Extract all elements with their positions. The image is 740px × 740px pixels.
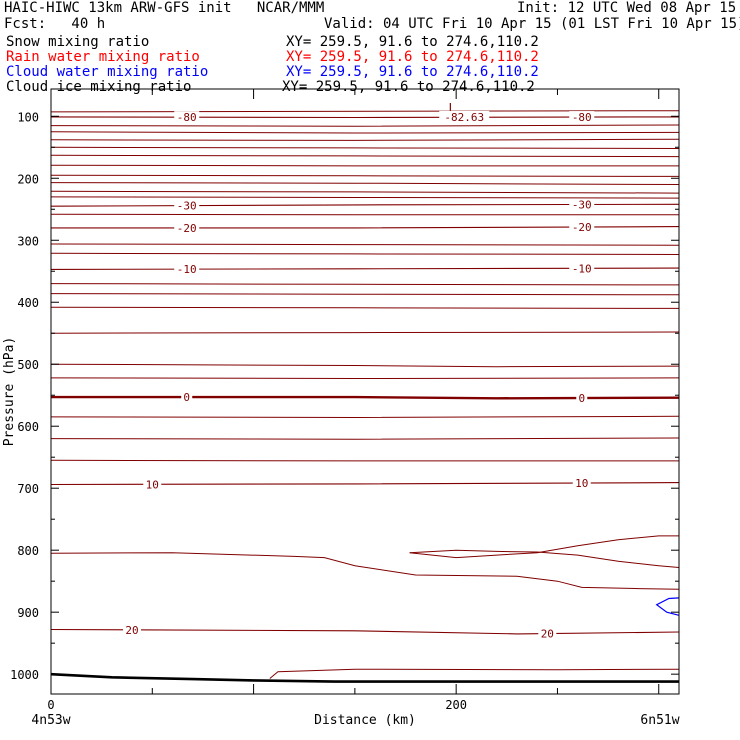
contour-line xyxy=(50,131,680,134)
field-label-cloud-water: Cloud water mixing ratio xyxy=(6,64,209,80)
isotherm-label: 20 xyxy=(125,624,138,637)
terrain-line xyxy=(50,672,679,683)
isotherm-label-bg xyxy=(143,478,162,491)
isotherm-label-bg xyxy=(569,220,595,233)
contour-line xyxy=(50,124,680,127)
contour-line xyxy=(50,182,680,185)
isotherm-label: 0 xyxy=(578,392,585,405)
contour-line xyxy=(50,164,679,167)
isotherm-label-bg xyxy=(569,262,595,275)
isotherm-label: -30 xyxy=(177,200,197,213)
isotherm-label-bg xyxy=(174,263,200,276)
field-label-rain: Rain water mixing ratio xyxy=(6,49,200,65)
field-label-cloud-ice: Cloud ice mixing ratio xyxy=(6,79,192,95)
contour-line xyxy=(50,437,680,440)
chart-labels: -80 -80 -30 -30 -20 -20 -10 -10 0 0 10 10 20 20 L-82.6… xyxy=(123,101,595,641)
contour-line xyxy=(50,190,680,194)
y-tick-label: 700 xyxy=(17,482,39,496)
isotherm-label-bg xyxy=(569,111,595,124)
contour-line xyxy=(409,549,680,568)
contour-line xyxy=(50,243,680,246)
cloud-water-contour xyxy=(655,597,680,616)
isotherm-label: 10 xyxy=(575,477,588,490)
isotherm-label-bg xyxy=(572,476,591,489)
contour-line xyxy=(50,196,680,199)
isotherm-line xyxy=(50,628,680,635)
isotherm-label: -80 xyxy=(177,111,197,124)
contour-line xyxy=(409,535,679,559)
isotherm-label-bg xyxy=(174,111,200,124)
contour-line xyxy=(50,138,680,141)
y-tick-label: 300 xyxy=(17,234,39,248)
contour-line xyxy=(50,174,680,177)
contour-line xyxy=(50,154,680,158)
x-end-label: 6n51w xyxy=(640,713,679,728)
isotherm-label-bg xyxy=(174,199,200,212)
isotherm-label: -10 xyxy=(177,263,197,276)
field-xy-snow: XY= 259.5, 91.6 to 274.6,110.2 xyxy=(286,34,539,50)
plot-title: HAIC-HIWC 13km ARW-GFS init NCAR/MMM xyxy=(4,0,325,16)
y-tick-label: 500 xyxy=(17,358,39,372)
x-start-label: 4n53w xyxy=(31,713,70,728)
isotherm-label: -30 xyxy=(572,198,592,211)
contour-line xyxy=(50,306,680,309)
field-xy-cloud-ice: XY= 259.5, 91.6 to 274.6,110.2 xyxy=(282,79,535,95)
isotherm-label: -20 xyxy=(572,221,592,234)
x-tick-label: 200 xyxy=(445,698,467,712)
isotherm-label-bg xyxy=(174,221,200,234)
y-tick-label: 200 xyxy=(17,172,39,186)
init-time: Init: 12 UTC Wed 08 Apr 15 xyxy=(517,0,737,16)
isotherm-label: 0 xyxy=(183,391,190,404)
isotherm-line xyxy=(51,395,680,400)
field-label-snow: Snow mixing ratio xyxy=(6,34,150,50)
contour-line xyxy=(50,213,679,216)
contour-line xyxy=(50,110,679,113)
contour-line xyxy=(50,552,680,590)
field-xy-cloud-water: XY= 259.5, 91.6 to 274.6,110.2 xyxy=(286,64,539,80)
isotherm-label: -80 xyxy=(572,111,592,124)
x-axis-title: Distance (km) xyxy=(314,713,416,728)
isotherm-label: 20 xyxy=(541,628,554,641)
contour-line xyxy=(50,252,680,255)
isotherm-label-bg xyxy=(181,391,193,404)
y-tick-label: 600 xyxy=(17,420,39,434)
y-tick-label: 100 xyxy=(17,110,39,124)
y-tick-label: 900 xyxy=(17,606,39,620)
low-marker: L xyxy=(448,101,455,115)
isotherm-label-bg xyxy=(123,623,142,636)
contour-line xyxy=(50,415,680,419)
plot-frame xyxy=(50,88,680,695)
y-axis-title: Pressure (hPa) xyxy=(2,337,17,447)
isotherm-label-bg xyxy=(569,198,595,211)
contour-line xyxy=(50,377,680,380)
contour-line xyxy=(50,283,680,286)
isotherm-label: -10 xyxy=(572,262,592,275)
y-tick-label: 400 xyxy=(17,296,39,310)
isotherm-label-bg xyxy=(576,392,588,405)
contour-line xyxy=(50,146,680,149)
isotherm-label: -20 xyxy=(177,222,197,235)
forecast-hour: Fcst: 40 h xyxy=(4,16,106,32)
y-tick-label: 800 xyxy=(17,544,39,558)
isotherm-label-bg xyxy=(538,627,557,640)
field-xy-rain: XY= 259.5, 91.6 to 274.6,110.2 xyxy=(286,49,539,65)
contour-line xyxy=(50,363,680,368)
contour-line xyxy=(50,331,680,334)
y-tick-label: 1000 xyxy=(10,668,39,682)
contour-line xyxy=(50,459,679,462)
isotherm-label: 10 xyxy=(146,478,159,491)
contour-line xyxy=(269,668,680,679)
min-label-bg xyxy=(439,110,490,123)
valid-time: Valid: 04 UTC Fri 10 Apr 15 (01 LST Fri … xyxy=(324,16,740,32)
x-tick-label: 0 xyxy=(47,698,54,712)
min-value-label: -82.63 xyxy=(444,111,484,124)
contour-line xyxy=(50,293,680,296)
